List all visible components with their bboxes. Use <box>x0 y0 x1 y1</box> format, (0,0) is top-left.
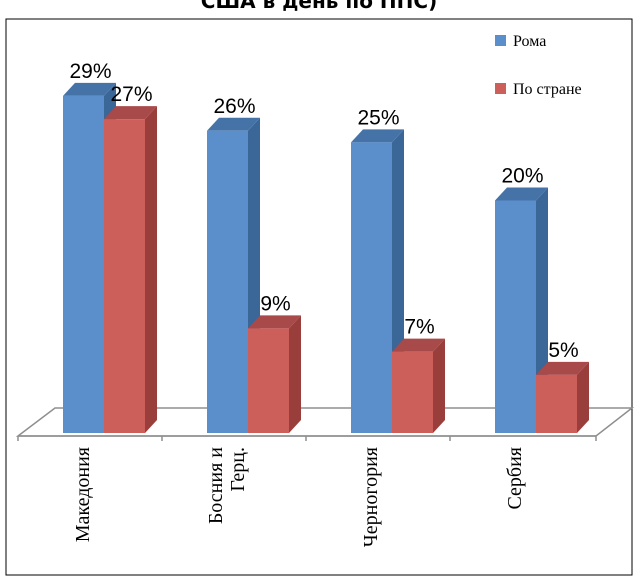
bar <box>495 200 536 433</box>
bar <box>104 119 145 433</box>
legend-label-roma: Рома <box>513 33 546 50</box>
data-label: 25% <box>357 106 399 129</box>
bar-3d <box>392 338 445 433</box>
bar-side <box>577 361 589 433</box>
category-label: Черногория <box>360 447 382 547</box>
chart-border <box>5 18 633 576</box>
legend-swatch-roma <box>495 35 506 46</box>
bar-3d <box>248 315 301 433</box>
category-label: Сербия <box>504 447 526 510</box>
legend: Рома По стране <box>495 33 582 98</box>
data-label: 26% <box>213 95 255 118</box>
data-labels: 29%27% 26% 9% 25% 7% 20% 5% <box>69 60 578 362</box>
data-label: 7% <box>404 316 434 339</box>
chart-title-group: США в день по ППС) <box>201 0 437 13</box>
bar-top <box>248 315 301 329</box>
bar-3d <box>351 129 404 433</box>
data-label: 5% <box>548 339 578 362</box>
bar-top <box>207 117 260 131</box>
bar <box>63 95 104 433</box>
bar-3d <box>495 187 548 433</box>
data-label: 9% <box>260 292 290 315</box>
bar-top <box>351 129 404 143</box>
bar-3d <box>536 361 589 433</box>
bar <box>207 130 248 433</box>
category-label: Босния и <box>205 447 227 524</box>
category-labels: Македония Босния и Герц. Черногория Сербия <box>72 447 526 547</box>
bar-side <box>433 338 445 433</box>
legend-swatch-po-strane <box>495 83 506 94</box>
bars <box>63 82 589 433</box>
bar <box>392 351 433 433</box>
category-label: Македония <box>72 447 94 542</box>
bar-top <box>63 82 116 96</box>
chart-title: США в день по ППС) <box>201 0 437 13</box>
bar-3d <box>104 106 157 433</box>
data-label: 27% <box>110 83 152 106</box>
legend-label-po-strane: По стране <box>513 81 582 98</box>
bar <box>248 328 289 433</box>
category-label: Герц. <box>227 447 249 492</box>
bar-side <box>289 315 301 433</box>
bar-top <box>392 338 445 352</box>
bar <box>536 374 577 433</box>
bar <box>351 142 392 433</box>
bar-top <box>104 106 157 120</box>
chart-floor <box>15 407 635 441</box>
bar-top <box>536 361 589 375</box>
bar-3d <box>207 117 260 433</box>
data-label: 20% <box>501 165 543 188</box>
bar-side <box>145 106 157 433</box>
data-label: 29% <box>69 60 111 83</box>
bar-top <box>495 187 548 201</box>
